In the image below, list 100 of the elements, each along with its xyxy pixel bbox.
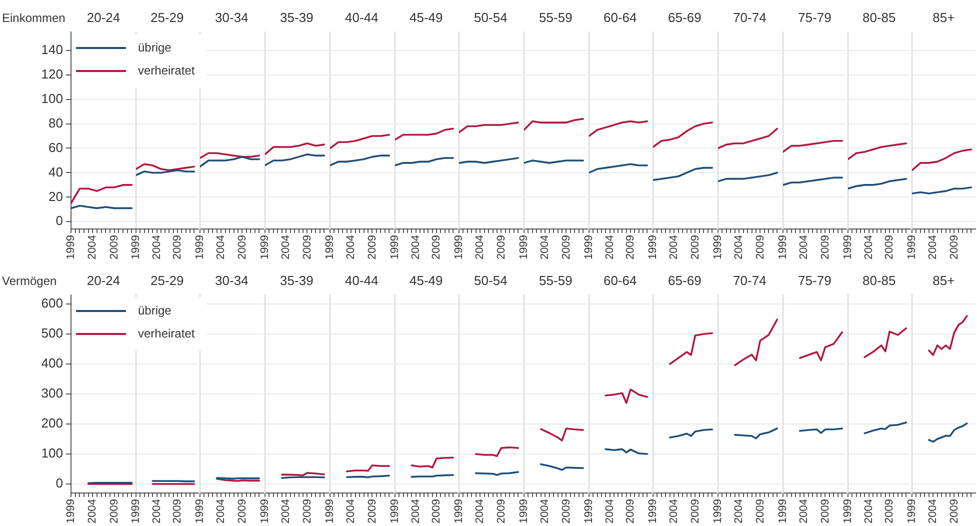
x-tick-label: 1999: [259, 235, 272, 260]
chart-title: 35-39: [280, 273, 314, 288]
chart-title: 70-74: [733, 10, 766, 25]
y-tick-label: 100: [41, 90, 63, 106]
x-tick-label: 2004: [410, 235, 422, 260]
x-tick-label: 1999: [583, 235, 596, 260]
chart-title: 35-39: [280, 10, 314, 25]
x-tick-label: 2009: [495, 235, 508, 260]
y-tick-label: 200: [41, 416, 63, 431]
x-tick-label: 2004: [927, 235, 940, 260]
chart-title: 20-24: [86, 273, 120, 288]
x-tick-label: 2009: [236, 235, 248, 260]
chart-title: 55-59: [539, 10, 572, 25]
x-tick-label: 1999: [647, 235, 660, 260]
x-tick-label: 2009: [495, 499, 508, 524]
y-tick-label: 100: [41, 446, 63, 461]
chart-title: 65-69: [668, 10, 702, 25]
x-tick-label: 1999: [712, 499, 724, 524]
x-tick-label: 1999: [324, 235, 336, 260]
x-tick-label: 2009: [819, 499, 832, 524]
legend-label: verheiratet: [138, 63, 196, 78]
chart-title: 30-34: [215, 10, 248, 25]
chart-title: 85+: [932, 273, 955, 288]
x-tick-label: 2004: [86, 499, 99, 524]
chart-title: 75-79: [798, 10, 832, 25]
chart-title: 40-44: [345, 273, 378, 288]
x-tick-label: 2009: [108, 499, 120, 524]
y-tick-label: 300: [41, 386, 63, 401]
x-tick-label: 2004: [668, 499, 680, 524]
x-tick-label: 2009: [366, 499, 378, 524]
x-tick-label: 2004: [539, 499, 552, 524]
chart-title: 70-74: [733, 273, 766, 288]
y-tick-label: 140: [41, 42, 63, 57]
x-tick-label: 1999: [906, 499, 918, 524]
x-tick-label: 2004: [280, 499, 292, 524]
x-tick-label: 2009: [172, 235, 184, 260]
chart-title: 45-49: [410, 10, 443, 25]
x-tick-label: 2009: [560, 235, 572, 260]
x-tick-label: 2004: [474, 235, 486, 260]
x-tick-label: 2009: [754, 235, 766, 260]
x-tick-label: 1999: [259, 499, 272, 524]
x-tick-label: 1999: [130, 499, 142, 524]
x-tick-label: 2009: [754, 499, 766, 524]
x-tick-label: 2009: [172, 499, 184, 524]
x-tick-label: 1999: [518, 499, 530, 524]
x-tick-label: 2009: [108, 235, 120, 260]
chart-title: 75-79: [798, 273, 832, 288]
x-tick-label: 2004: [215, 235, 228, 260]
x-tick-label: 2004: [345, 499, 358, 524]
x-tick-label: 2004: [862, 499, 875, 524]
x-tick-label: 1999: [389, 499, 402, 524]
x-tick-label: 2009: [560, 499, 572, 524]
x-tick-label: 2009: [430, 499, 443, 524]
y-tick-label: 120: [41, 66, 63, 82]
x-tick-label: 1999: [777, 235, 790, 260]
y-tick-label: 80: [48, 115, 63, 130]
x-tick-label: 2009: [236, 499, 248, 524]
x-tick-label: 2004: [798, 235, 810, 260]
x-tick-label: 1999: [777, 499, 790, 524]
x-tick-label: 2009: [430, 235, 443, 260]
chart-title: 40-44: [345, 10, 378, 25]
x-tick-label: 2004: [345, 235, 358, 260]
x-tick-label: 2009: [301, 499, 314, 524]
y-tick-label: 60: [48, 140, 63, 155]
x-tick-label: 2009: [689, 499, 702, 524]
chart-title: 25-29: [150, 273, 184, 288]
x-tick-label: 1999: [324, 499, 336, 524]
x-tick-label: 2009: [689, 235, 702, 260]
chart-title: 60-64: [604, 10, 637, 25]
chart-title: 30-34: [215, 273, 248, 288]
x-tick-label: 2004: [215, 499, 228, 524]
x-tick-label: 1999: [583, 499, 596, 524]
x-tick-label: 2004: [604, 499, 616, 524]
x-tick-label: 1999: [518, 235, 530, 260]
x-tick-label: 2009: [301, 235, 314, 260]
chart-title: 50-54: [474, 273, 508, 288]
x-tick-label: 1999: [194, 235, 206, 260]
x-tick-label: 1999: [906, 235, 918, 260]
legend-label: übrige: [138, 40, 172, 54]
x-tick-label: 2009: [948, 235, 960, 260]
x-tick-label: 2004: [86, 235, 99, 260]
x-tick-label: 2004: [150, 235, 163, 260]
x-tick-label: 1999: [65, 499, 78, 524]
x-tick-label: 2009: [366, 235, 378, 260]
y-tick-label: 20: [48, 188, 63, 204]
chart-title: 25-29: [150, 10, 184, 25]
y-tick-label: 400: [41, 356, 63, 371]
x-tick-label: 2004: [862, 235, 875, 260]
chart-title: 55-59: [539, 273, 572, 288]
x-tick-label: 2004: [733, 235, 746, 260]
x-tick-label: 2009: [624, 499, 637, 524]
x-tick-label: 2004: [668, 235, 680, 260]
legend-label: übrige: [138, 303, 172, 318]
x-tick-label: 2009: [884, 235, 896, 260]
y-tick-label: 600: [41, 296, 63, 311]
chart-title: 85+: [932, 10, 955, 25]
chart-title: 60-64: [604, 273, 637, 288]
x-tick-label: 1999: [453, 499, 466, 524]
chart-title: 80-85: [862, 273, 896, 288]
x-tick-label: 2004: [150, 499, 163, 524]
